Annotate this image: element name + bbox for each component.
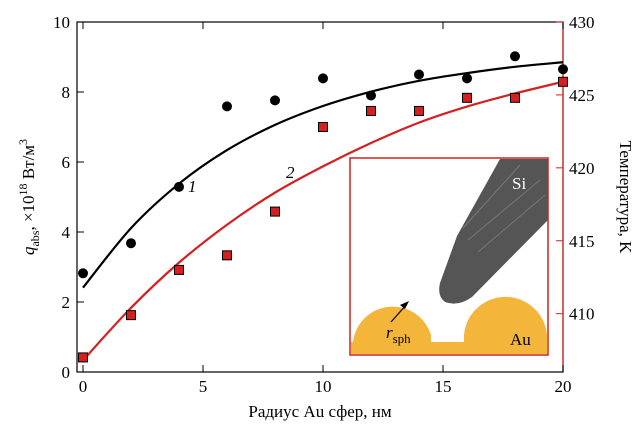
y-label-sup: 18: [16, 183, 30, 195]
y-tick-label: 0: [62, 363, 71, 382]
y-tick-label: 8: [62, 83, 71, 102]
point: [511, 93, 520, 102]
point: [558, 64, 568, 74]
point: [271, 207, 280, 216]
y-tick-label: 4: [62, 223, 71, 242]
x-tick-label: 15: [435, 377, 452, 396]
point: [367, 106, 376, 115]
point: [127, 311, 136, 320]
y2-tick-label: 410: [569, 305, 595, 324]
point: [222, 101, 232, 111]
y2-tick-label: 420: [569, 159, 595, 178]
y-tick-label: 10: [53, 13, 70, 32]
radius-sub: sph: [393, 331, 412, 346]
point: [175, 265, 184, 274]
point: [79, 353, 88, 362]
y-label-unit: Вт/м: [19, 145, 38, 184]
point: [559, 77, 568, 86]
point: [223, 251, 232, 260]
legend-entry: 1: [188, 177, 197, 196]
y2-tick-label: 415: [569, 232, 595, 251]
y2-tick-label: 430: [569, 13, 595, 32]
point: [415, 106, 424, 115]
y-label-unit-sup: 3: [16, 139, 30, 145]
point: [510, 51, 520, 61]
x-tick-label: 10: [315, 377, 332, 396]
point: [174, 182, 184, 192]
x-axis-label: Радиус Au сфер, нм: [248, 402, 391, 421]
legend-entry: 2: [286, 163, 295, 182]
point: [78, 268, 88, 278]
x-tick-label: 0: [79, 377, 88, 396]
point: [463, 93, 472, 102]
chart: Радиус Au сфер, нм qabs, ×1018 Вт/м3 Тем…: [0, 0, 640, 425]
point: [318, 73, 328, 83]
point: [126, 238, 136, 248]
point: [270, 95, 280, 105]
au-label: Au: [510, 330, 531, 349]
x-tick-label: 20: [555, 377, 572, 396]
y-tick-label: 2: [62, 293, 71, 312]
point: [414, 70, 424, 80]
point: [366, 91, 376, 101]
y2-axis-label: Температура, K: [616, 141, 635, 255]
inset: rsph Si Au: [350, 158, 548, 355]
point: [319, 123, 328, 132]
y-axis-label: qabs, ×1018 Вт/м3: [16, 139, 42, 255]
y-label-text: , ×10: [19, 195, 38, 230]
y2-tick-label: 425: [569, 86, 595, 105]
si-label: Si: [512, 174, 526, 193]
point: [462, 73, 472, 83]
x-tick-label: 5: [199, 377, 208, 396]
y-tick-label: 6: [62, 153, 71, 172]
y-label-sub: abs: [28, 230, 42, 246]
